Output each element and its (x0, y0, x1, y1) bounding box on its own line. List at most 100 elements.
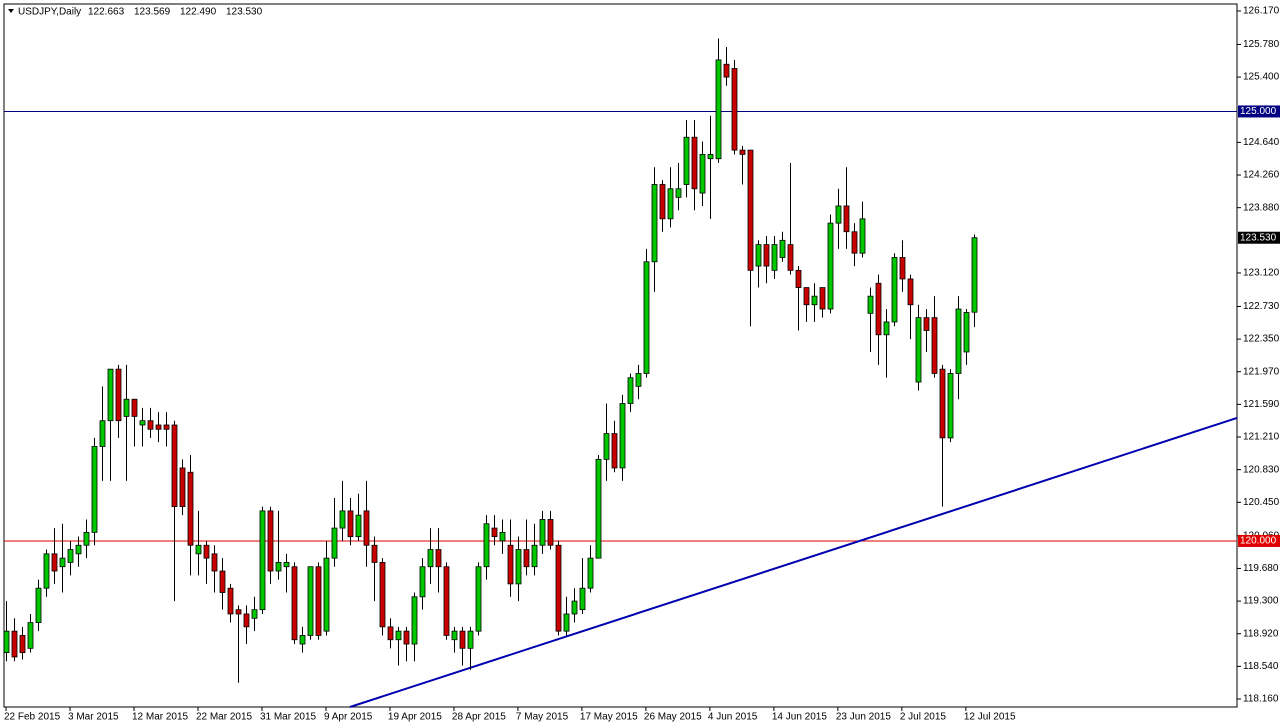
candle-body (451, 630, 458, 641)
candle (19, 626, 26, 660)
candle (707, 115, 714, 219)
candle (291, 562, 298, 645)
candle-body (603, 433, 610, 460)
candle (91, 437, 98, 546)
candle (115, 364, 122, 438)
candle-body (739, 149, 746, 155)
candle-body (179, 467, 186, 507)
candle (59, 523, 66, 593)
y-tick-label: 120.830 (1243, 464, 1280, 475)
candle-body (195, 544, 202, 555)
candle-body (643, 261, 650, 374)
candle (699, 141, 706, 206)
price-label-box (1238, 105, 1280, 118)
candle (491, 515, 498, 546)
candle (427, 528, 434, 584)
candle-body (795, 269, 802, 288)
candle-body (91, 446, 98, 533)
candle (827, 214, 834, 314)
candle (467, 626, 474, 670)
candle (259, 506, 266, 614)
candle-body (347, 510, 354, 538)
candle (971, 234, 978, 328)
candle-body (307, 566, 314, 636)
candle (267, 506, 274, 584)
candle (643, 248, 650, 378)
candle-body (363, 510, 370, 546)
candle-body (371, 544, 378, 563)
candle-body (771, 244, 778, 271)
candle (891, 253, 898, 327)
candle-body (291, 566, 298, 641)
candle-body (355, 514, 362, 538)
x-tick-label: 22 Feb 2015 (4, 712, 61, 723)
candle (435, 528, 442, 593)
y-tick-label: 120.450 (1243, 497, 1280, 508)
candle-body (835, 205, 842, 224)
candle (627, 373, 634, 413)
current-price-box (1238, 231, 1280, 244)
y-tick-label: 118.540 (1243, 661, 1279, 672)
candle-body (99, 420, 106, 447)
candle-body (731, 68, 738, 151)
candle-body (747, 149, 754, 271)
candle-body (635, 373, 642, 387)
candle (331, 498, 338, 567)
candle-body (523, 549, 530, 568)
candle-body (675, 188, 682, 198)
candle-body (691, 136, 698, 190)
candle (859, 201, 866, 258)
candle (403, 626, 410, 662)
y-tick-label: 118.920 (1243, 628, 1279, 639)
candle (11, 618, 18, 662)
candle (123, 364, 130, 481)
candle-body (683, 136, 690, 185)
y-tick-label: 126.170 (1243, 6, 1280, 17)
candle (475, 562, 482, 636)
candle (35, 579, 42, 632)
candle (339, 480, 346, 541)
candle (715, 38, 722, 163)
candle (163, 412, 170, 447)
candle-body (243, 613, 250, 628)
candle-body (459, 630, 466, 649)
candle-body (555, 544, 562, 632)
candle-body (115, 368, 122, 422)
candle (315, 562, 322, 640)
candle-body (419, 566, 426, 598)
candle-body (667, 188, 674, 220)
candle (43, 549, 50, 597)
price-label-box (1238, 534, 1280, 547)
candle (179, 459, 186, 516)
candle (419, 558, 426, 610)
x-tick-label: 12 Mar 2015 (132, 712, 189, 723)
candle-body (587, 557, 594, 589)
candle-body (723, 63, 730, 78)
candle (923, 309, 930, 352)
candle-body (547, 519, 554, 546)
candle-body (59, 557, 66, 568)
x-tick-label: 31 Mar 2015 (260, 712, 317, 723)
candle (651, 167, 658, 292)
candle (3, 601, 10, 662)
x-tick-label: 4 Jun 2015 (708, 712, 758, 723)
candle (763, 236, 770, 284)
candle (875, 274, 882, 365)
candle (595, 455, 602, 559)
candle-body (323, 557, 330, 632)
candle (851, 223, 858, 267)
candle-body (659, 184, 666, 220)
candle (323, 540, 330, 636)
x-tick-label: 14 Jun 2015 (772, 712, 827, 723)
candle-body (107, 368, 114, 422)
candle-body (75, 544, 82, 555)
candle (731, 59, 738, 155)
candle (531, 523, 538, 576)
candle (803, 287, 810, 322)
candle (739, 145, 746, 185)
x-tick-label: 17 May 2015 (580, 712, 638, 723)
candle (691, 120, 698, 211)
candle-body (251, 609, 258, 619)
candle (211, 545, 218, 593)
